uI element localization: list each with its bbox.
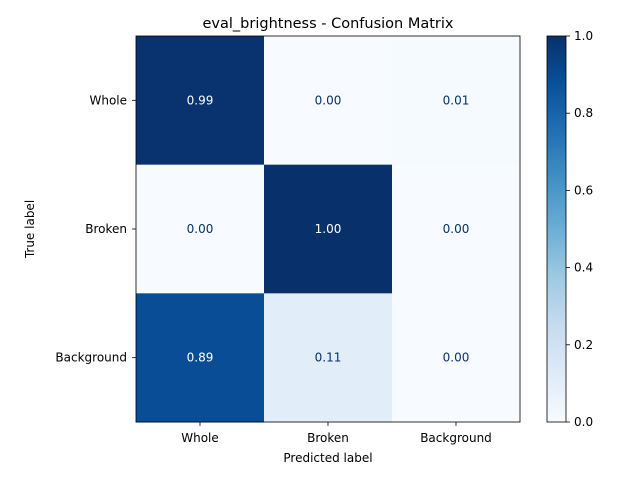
cell-value-label: 0.00 <box>443 351 470 365</box>
x-tick-label: Background <box>420 431 492 445</box>
y-tick-label: Whole <box>89 93 127 107</box>
colorbar-tick-label: 0.8 <box>574 106 593 120</box>
colorbar <box>546 35 567 423</box>
cell-value-label: 1.00 <box>315 222 342 236</box>
cell-value-label: 0.11 <box>315 351 342 365</box>
matrix-cell <box>136 293 265 423</box>
cell-value-label: 0.01 <box>443 93 470 107</box>
colorbar-tick-label: 1.0 <box>574 29 593 43</box>
x-axis-title: Predicted label <box>283 451 372 465</box>
matrix-cell <box>264 293 393 423</box>
colorbar-axis: 0.0 0.2 0.4 0.6 0.8 1.0 <box>566 29 593 429</box>
cell-value-label: 0.00 <box>187 222 214 236</box>
y-axis: Whole Broken Background <box>55 93 136 365</box>
cell-value-label: 0.00 <box>315 93 342 107</box>
matrix-cells: 0.99 0.00 0.01 0.00 1.00 0.00 0.89 0.11 0.00 <box>136 36 521 423</box>
cell-value-label: 0.00 <box>443 222 470 236</box>
matrix-cell <box>392 36 521 166</box>
y-tick-label: Background <box>55 351 127 365</box>
matrix-cell <box>392 293 521 423</box>
colorbar-tick-label: 0.4 <box>574 261 593 275</box>
colorbar-tick-label: 0.6 <box>574 183 593 197</box>
chart-title: eval_brightness - Confusion Matrix <box>203 16 454 32</box>
matrix-cell <box>392 164 521 294</box>
colorbar-tick-label: 0.2 <box>574 338 593 352</box>
x-tick-label: Whole <box>181 431 219 445</box>
x-tick-label: Broken <box>307 431 349 445</box>
matrix-cell <box>136 36 265 166</box>
x-axis: Whole Broken Background <box>181 422 492 445</box>
cell-value-label: 0.89 <box>187 351 214 365</box>
cell-value-label: 0.99 <box>187 93 214 107</box>
y-tick-label: Broken <box>85 222 127 236</box>
colorbar-tick-label: 0.0 <box>574 415 593 429</box>
y-axis-title: True label <box>23 200 37 259</box>
matrix-cell <box>136 164 265 294</box>
matrix-cell <box>264 36 393 166</box>
matrix-cell <box>264 164 393 294</box>
